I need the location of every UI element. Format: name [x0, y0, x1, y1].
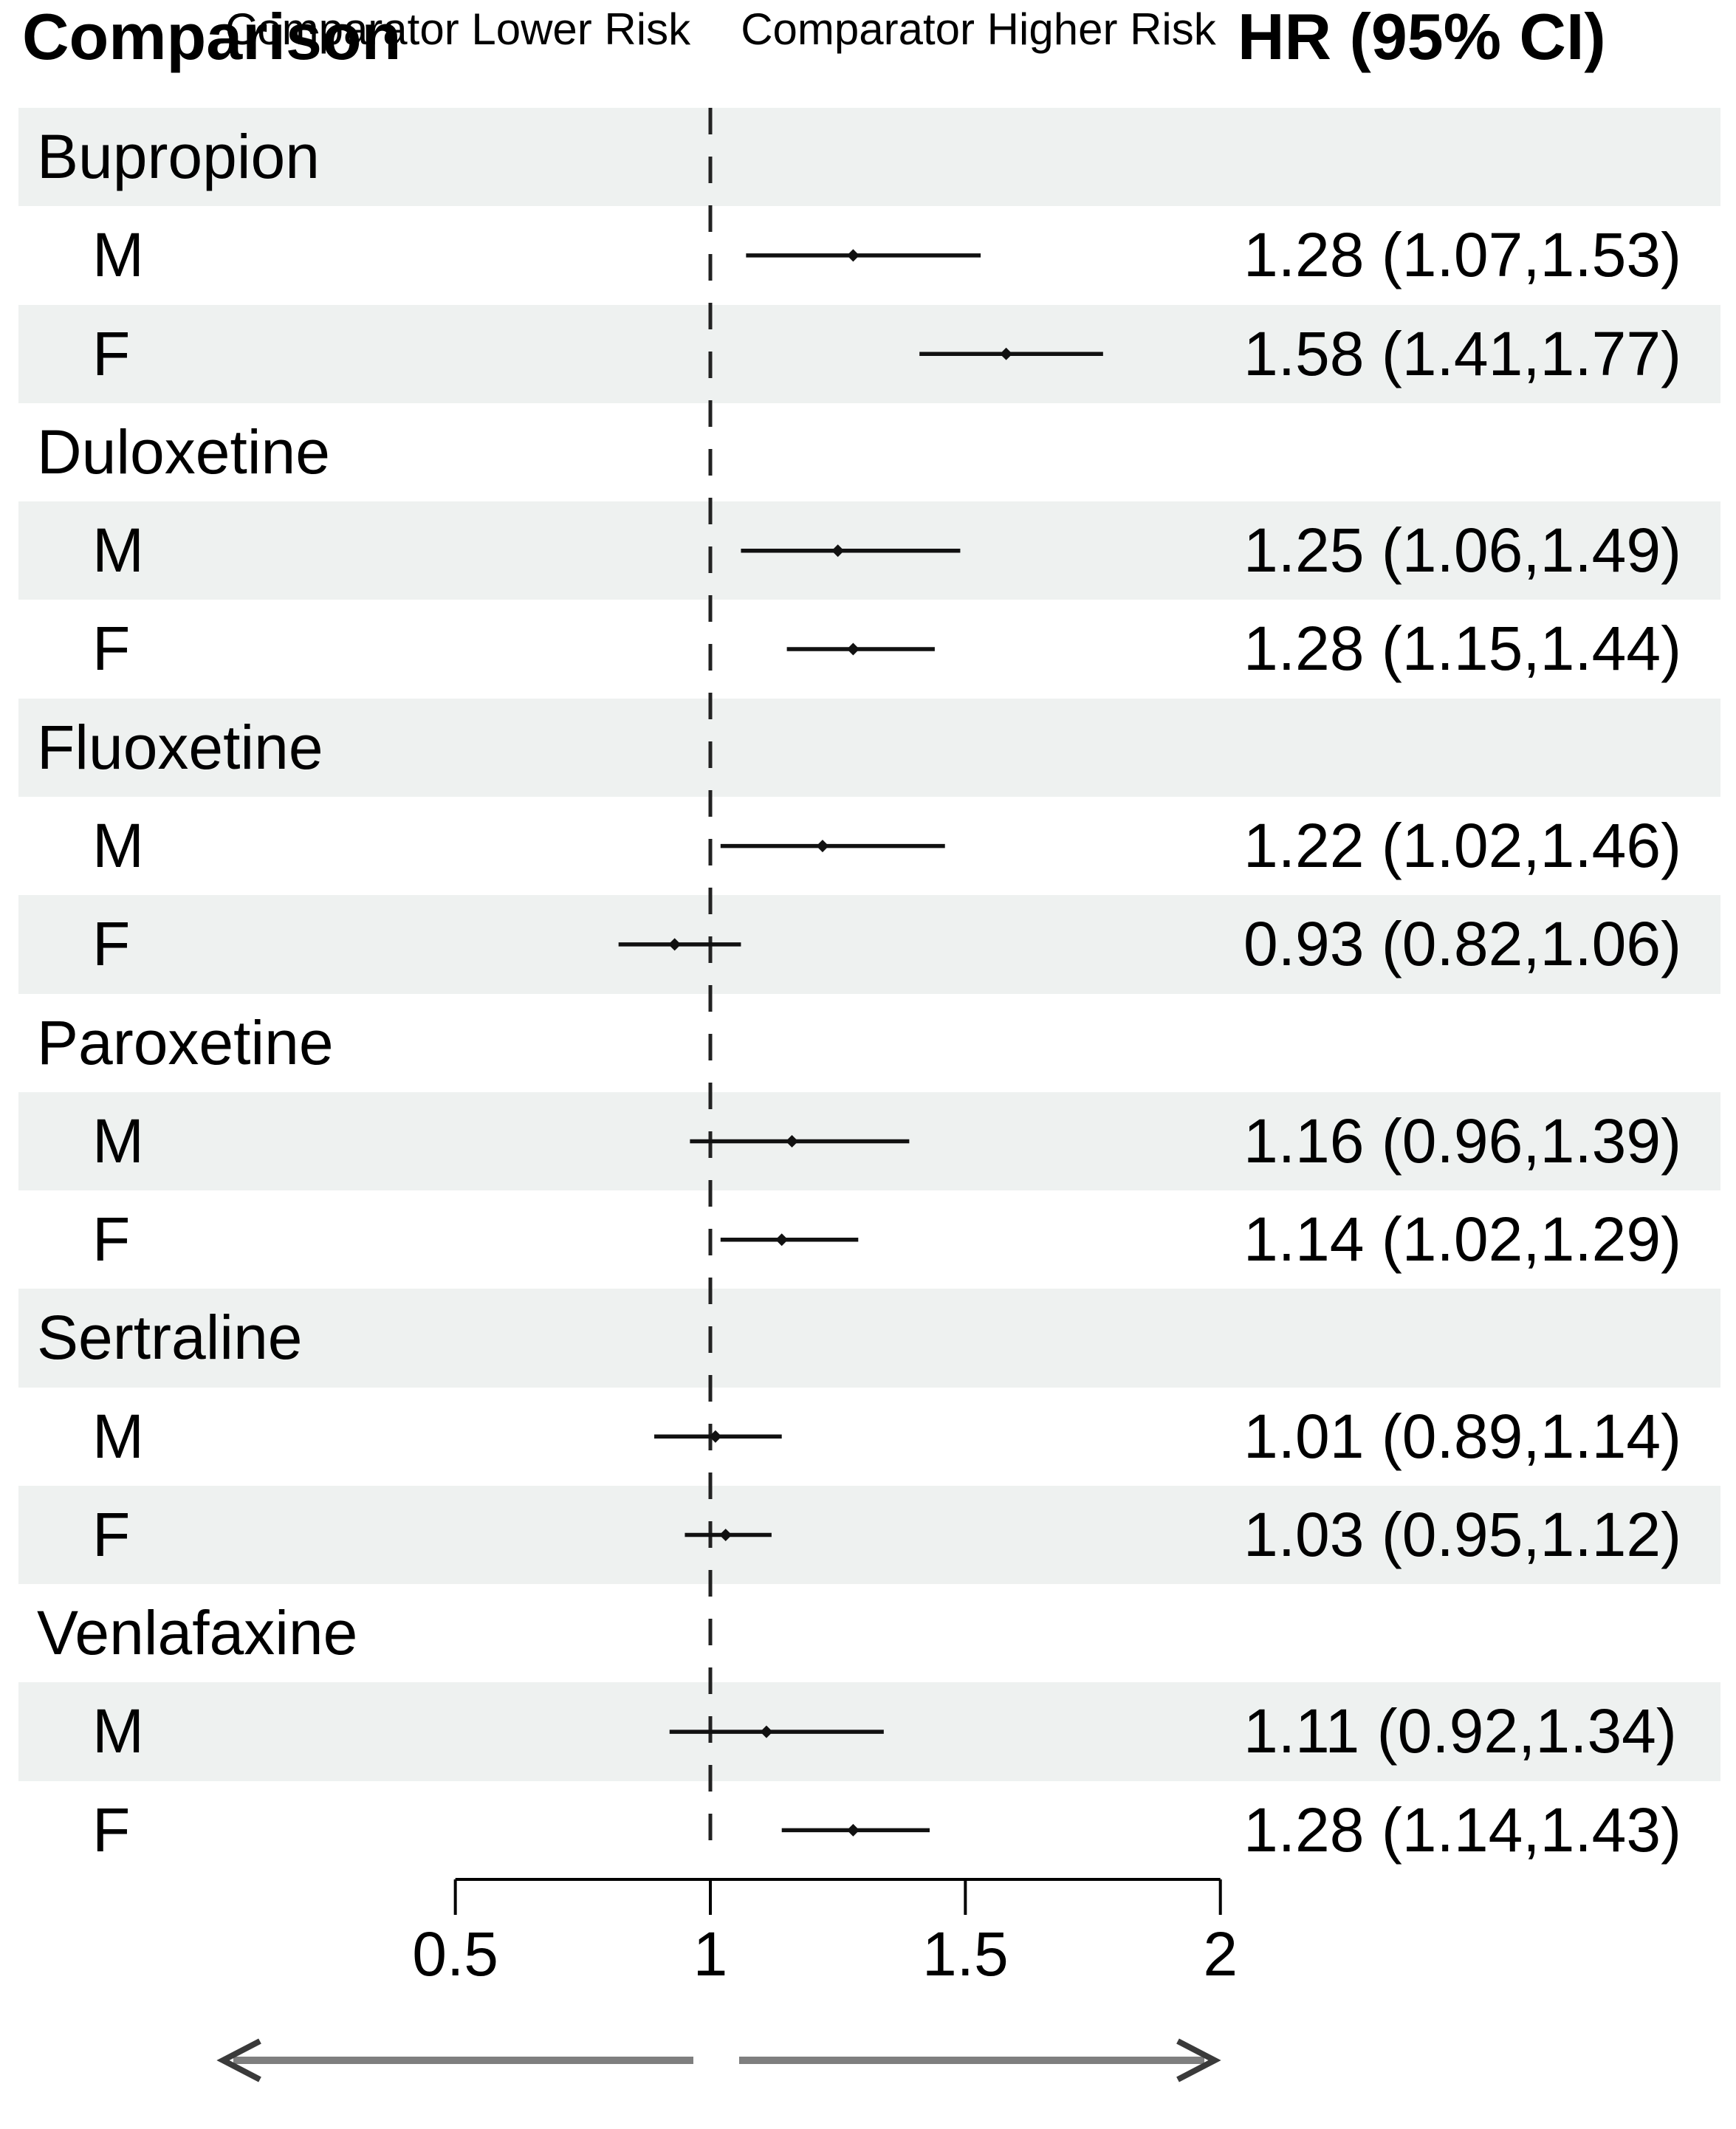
- hr-ci-value: 1.28 (1.14,1.43): [1243, 1794, 1682, 1865]
- hr-ci-value: 1.28 (1.15,1.44): [1243, 614, 1682, 684]
- point-estimate-marker: [846, 1823, 860, 1837]
- hr-column-header: HR (95% CI): [1238, 0, 1606, 73]
- sex-label: F: [92, 614, 131, 684]
- row-band: [18, 698, 1720, 797]
- hr-ci-value: 1.01 (0.89,1.14): [1243, 1401, 1682, 1471]
- x-axis-tick-label: 0.5: [412, 1919, 499, 1989]
- point-estimate-marker: [816, 840, 829, 853]
- sex-label: F: [92, 909, 131, 979]
- hr-ci-value: 1.58 (1.41,1.77): [1243, 318, 1682, 388]
- drug-name-label: Fluoxetine: [37, 712, 323, 782]
- sex-label: F: [92, 1794, 131, 1865]
- point-estimate-marker: [719, 1529, 733, 1542]
- point-estimate-marker: [1000, 347, 1013, 360]
- sex-label: F: [92, 1499, 131, 1569]
- comparator-higher-risk-label: Comparator Higher Risk: [741, 4, 1216, 54]
- hr-ci-value: 1.16 (0.96,1.39): [1243, 1105, 1682, 1176]
- hr-ci-value: 1.22 (1.02,1.46): [1243, 810, 1682, 880]
- row-band: [18, 1485, 1720, 1585]
- sex-label: F: [92, 1204, 131, 1275]
- hr-ci-value: 1.25 (1.06,1.49): [1243, 515, 1682, 586]
- hr-ci-value: 1.11 (0.92,1.34): [1243, 1696, 1677, 1766]
- comparison-column-header: Comparison: [22, 0, 402, 73]
- drug-name-label: Sertraline: [37, 1303, 303, 1373]
- sex-label: M: [92, 515, 144, 586]
- point-estimate-marker: [775, 1233, 789, 1247]
- row-band: [18, 895, 1720, 994]
- point-estimate-marker: [709, 1430, 722, 1443]
- sex-label: M: [92, 1696, 144, 1766]
- point-estimate-marker: [831, 544, 845, 558]
- point-estimate-marker: [760, 1725, 773, 1738]
- point-estimate-marker: [846, 642, 860, 656]
- x-axis-tick-label: 1.5: [922, 1919, 1009, 1989]
- drug-name-label: Bupropion: [37, 122, 320, 191]
- hr-ci-value: 1.03 (0.95,1.12): [1243, 1499, 1682, 1569]
- sex-label: M: [92, 810, 144, 880]
- sex-label: M: [92, 1105, 144, 1176]
- comparator-lower-risk-label: Comparator Lower Risk: [224, 4, 691, 54]
- sex-label: F: [92, 318, 131, 388]
- sex-label: M: [92, 1401, 144, 1471]
- row-band: [18, 304, 1720, 403]
- hr-ci-value: 1.14 (1.02,1.29): [1243, 1204, 1682, 1275]
- drug-name-label: Duloxetine: [37, 416, 330, 487]
- sex-label: M: [92, 220, 144, 290]
- row-band: [18, 1289, 1720, 1388]
- row-band: [18, 108, 1720, 207]
- x-axis-tick-label: 1: [693, 1919, 728, 1989]
- point-estimate-marker: [846, 249, 860, 262]
- point-estimate-marker: [668, 938, 682, 951]
- right-arrow-head-icon: [1176, 2038, 1221, 2082]
- point-estimate-marker: [786, 1134, 798, 1148]
- hr-ci-value: 0.93 (0.82,1.06): [1243, 909, 1682, 979]
- x-axis-tick-label: 2: [1203, 1919, 1238, 1989]
- drug-name-label: Paroxetine: [37, 1007, 334, 1077]
- drug-name-label: Venlafaxine: [37, 1598, 358, 1668]
- hr-ci-value: 1.28 (1.07,1.53): [1243, 220, 1682, 290]
- left-arrow-head-icon: [216, 2038, 261, 2082]
